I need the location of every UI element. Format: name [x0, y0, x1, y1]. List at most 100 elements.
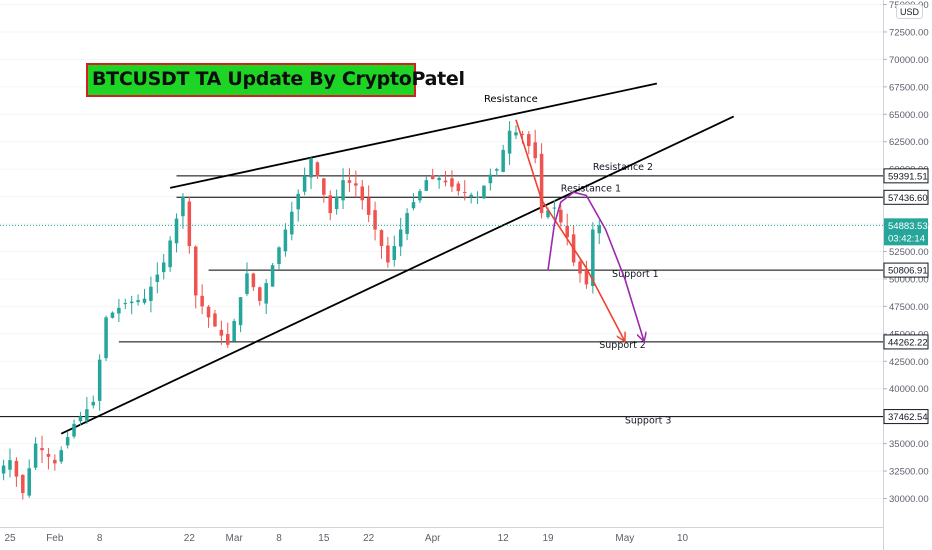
candle-body [475, 196, 480, 198]
candle-body [123, 303, 128, 305]
current-price-value: 54883.53 [888, 221, 928, 232]
candle-body [270, 265, 275, 287]
candle-body [386, 245, 390, 263]
candle-body [354, 183, 358, 186]
candle-body [488, 174, 493, 184]
x-tick-label: 19 [542, 533, 554, 544]
level-price-tag [883, 334, 929, 350]
current-price-countdown: 03:42:14 [888, 233, 925, 244]
x-tick-label: 22 [363, 533, 375, 544]
candle-body [328, 195, 332, 214]
candle-body [264, 283, 268, 304]
candle-body [85, 409, 89, 421]
y-tick-label: 42500.00 [889, 357, 929, 368]
candle-body [379, 230, 384, 247]
trendline [60, 115, 735, 435]
candle-body [213, 313, 217, 327]
candle-body [136, 300, 140, 303]
candle-body [584, 268, 589, 285]
x-tick-label: 8 [276, 533, 282, 544]
y-tick-label: 50000.00 [889, 274, 929, 285]
candle-body [405, 213, 409, 234]
candle-body [443, 180, 448, 183]
level-price-text: 37462.54 [888, 412, 928, 423]
candle-body [33, 443, 38, 468]
candle-body [149, 286, 153, 301]
candle-body [59, 450, 63, 462]
candle-body [161, 262, 166, 273]
candle-body [559, 209, 563, 223]
candle-body [495, 169, 499, 171]
purple-projection-arrow [547, 191, 644, 341]
x-tick-label: May [615, 533, 634, 544]
candle-body [200, 295, 204, 307]
x-tick-label: 22 [184, 533, 196, 544]
candle-body [424, 180, 429, 191]
candle-body [578, 261, 582, 274]
currency-button[interactable]: USD [896, 4, 923, 19]
candle-body [398, 229, 403, 247]
level-price-text: 50806.91 [888, 266, 928, 277]
candle-body [462, 191, 467, 193]
candle-body [546, 210, 550, 218]
candle-body [206, 306, 211, 318]
y-tick-label: 65000.00 [889, 110, 929, 121]
current-price-tag [884, 218, 928, 246]
x-tick-label: 8 [97, 533, 103, 544]
candle-body [539, 153, 544, 214]
candle-body [347, 180, 352, 183]
level-price-text: 59391.51 [888, 171, 928, 182]
candle-body [110, 312, 115, 318]
candle-body [469, 194, 473, 198]
candle-body [565, 225, 569, 238]
candle-body [392, 246, 397, 261]
y-tick-label: 67500.00 [889, 82, 929, 93]
candle-body [168, 240, 172, 268]
candle-body [277, 247, 281, 264]
candle-body [418, 191, 422, 201]
candles [1, 121, 601, 500]
x-tick-label: 10 [677, 533, 689, 544]
candle-body [533, 142, 537, 159]
candle-body [8, 460, 12, 470]
x-tick-label: Feb [46, 533, 64, 544]
x-tick-label: Mar [226, 533, 244, 544]
red-projection-arrow [515, 119, 625, 342]
candle-body [341, 180, 345, 201]
candle-body [482, 185, 486, 199]
candle-body [258, 287, 262, 301]
candle-body [181, 196, 185, 217]
candle-body [322, 178, 326, 195]
x-tick-label: 12 [498, 533, 510, 544]
y-tick-label: 35000.00 [889, 439, 929, 450]
candle-body [238, 297, 243, 326]
candle-body [193, 246, 198, 296]
x-tick-label: Apr [425, 533, 441, 544]
candle-body [514, 132, 518, 136]
candle-body [302, 176, 307, 192]
candle-body [174, 218, 179, 244]
candle-body [142, 298, 147, 303]
candle-body [91, 401, 96, 406]
candle-body [21, 474, 25, 494]
candle-body [309, 158, 313, 178]
y-tick-label: 32500.00 [889, 467, 929, 478]
y-tick-label: 72500.00 [889, 27, 929, 38]
candle-body [155, 274, 160, 283]
y-tick-label: 70000.00 [889, 55, 929, 66]
candle-body [283, 229, 288, 252]
level-label: Support 3 [625, 416, 672, 427]
candle-body [373, 210, 377, 230]
y-tick-label: 62500.00 [889, 137, 929, 148]
candle-body [315, 162, 320, 177]
candle-body [334, 196, 339, 210]
candle-body [117, 307, 121, 314]
candle-body [450, 178, 454, 187]
title-banner [86, 63, 416, 97]
candle-body [53, 459, 57, 464]
candle-body [552, 207, 557, 209]
candle-body [72, 423, 76, 437]
level-price-tag [883, 168, 929, 184]
